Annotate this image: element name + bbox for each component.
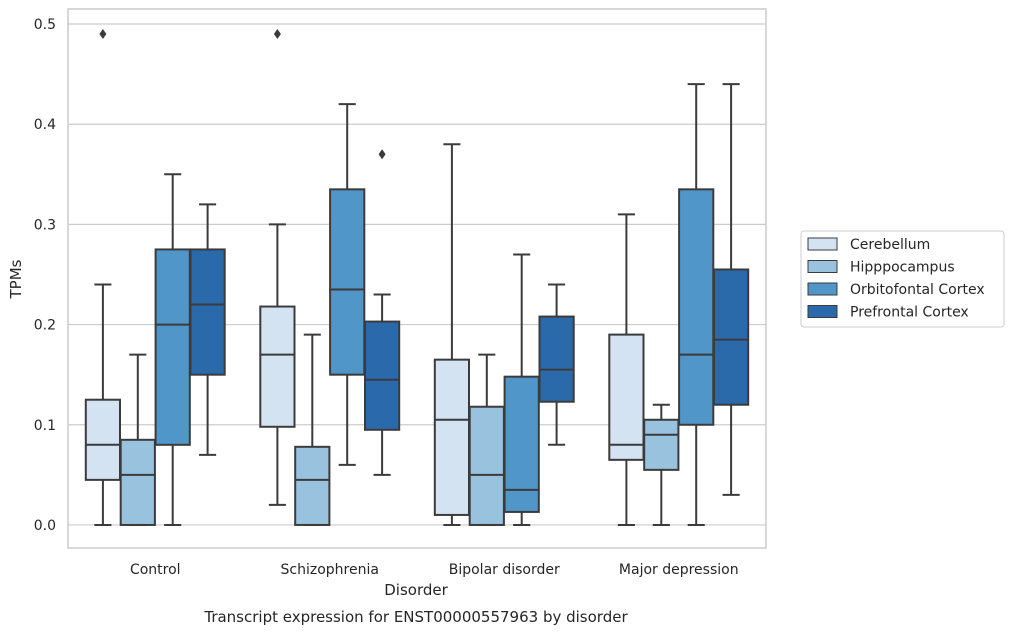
box-iqr bbox=[363, 320, 401, 431]
box-2-1 bbox=[259, 29, 296, 506]
box-iqr bbox=[154, 248, 191, 446]
y-tick-label: 0.2 bbox=[34, 318, 56, 334]
box-iqr bbox=[189, 248, 226, 376]
box-iqr bbox=[538, 315, 575, 403]
box-iqr bbox=[433, 358, 471, 516]
legend-label: Orbitofontal Cortex bbox=[850, 282, 985, 298]
box-iqr bbox=[329, 188, 366, 376]
box-iqr bbox=[119, 438, 156, 526]
legend: Cerebellum Hipppocampus Orbitofontal Corte… bbox=[800, 230, 1005, 328]
x-tick-label: Schizophrenia bbox=[281, 562, 379, 578]
box-1-3 bbox=[154, 173, 191, 526]
y-tick-label: 0.3 bbox=[34, 217, 56, 233]
box-iqr bbox=[712, 268, 750, 406]
box-iqr bbox=[678, 188, 715, 426]
box-iqr bbox=[259, 305, 296, 428]
box-1-2 bbox=[119, 353, 156, 526]
y-tick-label: 0.1 bbox=[34, 418, 56, 434]
outlier-marker bbox=[99, 29, 107, 40]
legend-swatch bbox=[807, 305, 838, 318]
y-tick-label: 0.0 bbox=[34, 518, 56, 534]
plot-frame bbox=[67, 8, 767, 549]
box-4-1 bbox=[608, 213, 645, 526]
legend-label: Hipppocampus bbox=[850, 260, 955, 276]
legend-box bbox=[800, 230, 1005, 328]
y-tick-label: 0.5 bbox=[34, 17, 56, 33]
x-tick-labels: Control Schizophrenia Bipolar disorder Majo… bbox=[130, 562, 739, 578]
y-axis-label: TPMs bbox=[7, 259, 25, 299]
legend-swatch bbox=[807, 237, 838, 251]
box-iqr bbox=[84, 398, 122, 481]
box-3-3 bbox=[503, 253, 540, 526]
box-iqr bbox=[294, 445, 331, 526]
outlier-marker bbox=[273, 29, 281, 40]
x-tick-label: Control bbox=[130, 562, 181, 578]
box-3-1 bbox=[433, 143, 471, 526]
box-groups bbox=[84, 29, 750, 526]
box-2-3 bbox=[329, 103, 366, 466]
box-2-2 bbox=[294, 333, 331, 526]
legend-label: Prefrontal Cortex bbox=[850, 305, 969, 321]
box-iqr bbox=[468, 405, 505, 526]
legend-swatch bbox=[807, 260, 838, 273]
legend-label: Cerebellum bbox=[850, 237, 930, 253]
box-4-2 bbox=[643, 403, 680, 526]
x-tick-label: Major depression bbox=[619, 562, 739, 578]
legend-swatch bbox=[807, 282, 838, 296]
outlier-marker bbox=[378, 149, 386, 160]
y-tick-label: 0.4 bbox=[34, 117, 56, 133]
x-tick-label: Bipolar disorder bbox=[449, 562, 560, 578]
box-iqr bbox=[503, 375, 540, 513]
chart-caption: Transcript expression for ENST0000055796… bbox=[203, 608, 628, 626]
x-axis-label: Disorder bbox=[384, 581, 448, 599]
box-iqr bbox=[608, 333, 645, 461]
box-4-3 bbox=[678, 83, 715, 526]
box-3-2 bbox=[468, 353, 505, 526]
box-1-4 bbox=[189, 203, 226, 456]
box-2-4 bbox=[363, 149, 401, 476]
y-tick-labels: 0.0 0.1 0.2 0.3 0.4 0.5 bbox=[34, 17, 56, 534]
box-3-4 bbox=[538, 283, 575, 446]
plot-border bbox=[67, 8, 767, 549]
box-iqr bbox=[643, 418, 680, 471]
box-4-4 bbox=[712, 83, 750, 496]
